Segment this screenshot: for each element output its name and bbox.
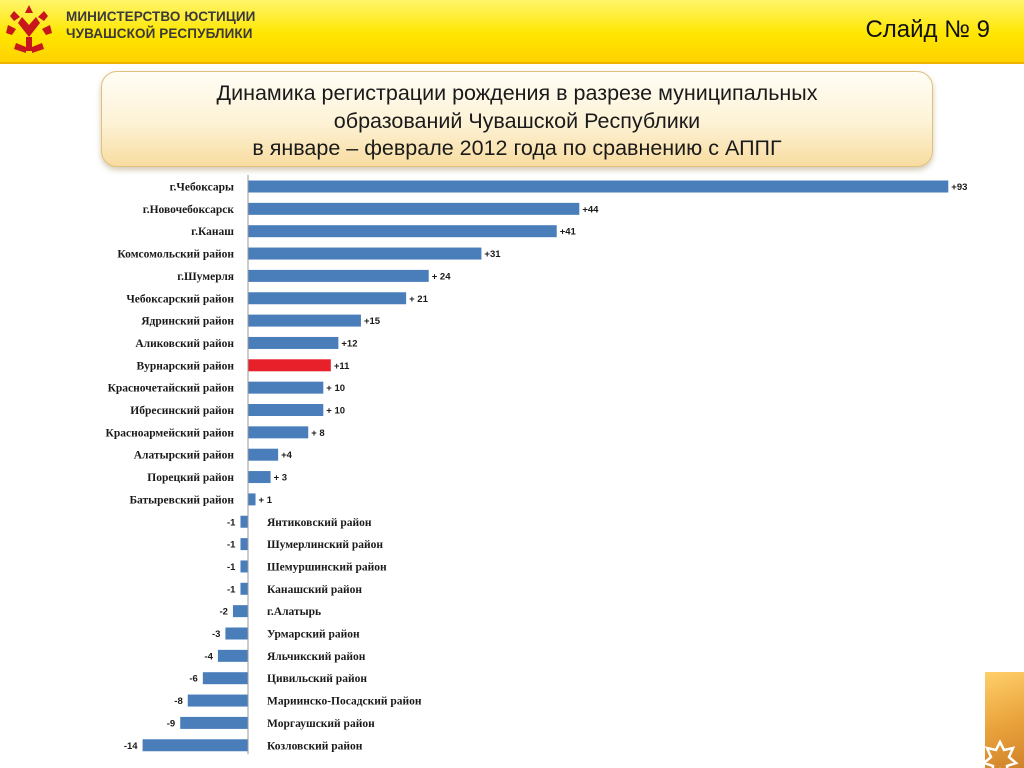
bar: [248, 314, 361, 327]
bar: [248, 225, 557, 238]
category-label: Цивильский район: [267, 673, 367, 685]
bar: [248, 292, 407, 305]
category-label: г.Алатырь: [267, 606, 321, 618]
category-label: Алатырский район: [134, 450, 235, 462]
data-label: + 24: [432, 271, 451, 282]
data-label: -1: [227, 540, 236, 551]
chuvash-emblem-icon: [6, 5, 52, 53]
data-label: + 21: [409, 294, 428, 305]
slide-title: Динамика регистрации рождения в разрезе …: [101, 71, 933, 167]
bar: [248, 448, 279, 461]
category-label: Яльчикский район: [267, 651, 366, 663]
category-label: г.Шумерля: [177, 271, 234, 283]
title-line-3: в январе – феврале 2012 года по сравнени…: [252, 136, 782, 160]
bar: [248, 404, 324, 416]
data-label: +11: [334, 361, 350, 372]
bar-chart: г.Чебоксары +93 г.Новочебоксарск +44 г.Канаш…: [105, 175, 967, 755]
category-label: Аликовский район: [135, 338, 234, 350]
category-label: Янтиковский район: [267, 517, 372, 529]
category-label: Красночетайский район: [108, 383, 235, 395]
category-label: Урмарский район: [267, 629, 360, 641]
data-label: +44: [582, 204, 599, 215]
bar: [240, 515, 248, 528]
category-label: Комсомольский район: [117, 249, 234, 261]
bar: [240, 582, 248, 595]
data-label: + 8: [311, 428, 324, 439]
data-label: + 10: [326, 383, 345, 394]
data-label: -1: [227, 562, 236, 573]
data-label: -14: [124, 741, 138, 752]
category-label: г.Новочебоксарск: [143, 204, 235, 216]
bar: [202, 672, 248, 685]
data-label: -6: [189, 674, 197, 685]
data-label: -3: [212, 629, 220, 640]
slide-number: Слайд № 9: [865, 16, 990, 43]
bar: [248, 336, 339, 349]
bar: [248, 381, 324, 394]
data-label: -8: [174, 696, 182, 707]
category-label: Мариинско-Посадский район: [267, 696, 422, 708]
data-label: -1: [227, 584, 236, 595]
bar: [240, 538, 248, 551]
bar: [187, 694, 248, 707]
bar: [240, 560, 248, 573]
data-label: -2: [219, 607, 227, 618]
bar: [248, 426, 309, 439]
bar: [180, 716, 248, 729]
category-label: Козловский район: [267, 740, 363, 752]
data-label: -1: [227, 517, 236, 528]
data-label: +12: [341, 338, 357, 349]
category-label: Чебоксарский район: [126, 293, 234, 305]
ministry-line-1: МИНИСТЕРСТВО ЮСТИЦИИ: [66, 9, 256, 24]
data-label: +93: [951, 182, 967, 193]
bar: [248, 359, 331, 372]
bar: [248, 202, 580, 215]
bar: [248, 180, 949, 193]
data-label: -9: [167, 718, 175, 729]
data-label: + 1: [259, 495, 273, 506]
category-label: г.Чебоксары: [170, 182, 234, 194]
corner-decoration: [985, 672, 1024, 768]
category-label: г.Канаш: [191, 226, 234, 238]
header-bar: МИНИСТЕРСТВО ЮСТИЦИИ ЧУВАШСКОЙ РЕСПУБЛИК…: [0, 0, 1024, 64]
category-label: Шемуршинский район: [267, 561, 387, 573]
data-label: +15: [364, 316, 381, 327]
bar: [217, 649, 248, 662]
bar: [248, 471, 271, 484]
category-label: Красноармейский район: [105, 427, 234, 439]
ministry-name: МИНИСТЕРСТВО ЮСТИЦИИ ЧУВАШСКОЙ РЕСПУБЛИК…: [66, 8, 255, 42]
category-label: Порецкий район: [147, 472, 234, 484]
data-label: +4: [281, 450, 293, 461]
ornament-star-icon: [889, 715, 1019, 768]
category-label: Ибресинский район: [130, 405, 234, 417]
data-label: +41: [560, 227, 577, 238]
bar: [225, 627, 248, 640]
category-label: Канашский район: [267, 584, 362, 596]
category-label: Батыревский район: [129, 494, 234, 506]
category-label: Ядринский район: [141, 316, 234, 328]
title-line-2: образований Чувашской Республики: [333, 108, 701, 133]
bar: [232, 605, 248, 618]
title-line-1: Динамика регистрации рождения в разрезе …: [216, 81, 818, 105]
data-label: + 3: [274, 473, 287, 484]
bar: [248, 269, 429, 282]
data-label: +31: [484, 249, 501, 260]
data-label: + 10: [326, 406, 345, 417]
category-label: Моргаушский район: [267, 718, 375, 730]
category-label: Шумерлинский район: [267, 539, 383, 551]
category-label: Вурнарский район: [137, 360, 235, 372]
bar: [142, 739, 248, 752]
bar: [248, 493, 256, 506]
ministry-line-2: ЧУВАШСКОЙ РЕСПУБЛИКИ: [66, 26, 253, 41]
data-label: -4: [204, 651, 213, 662]
bar: [248, 247, 482, 260]
